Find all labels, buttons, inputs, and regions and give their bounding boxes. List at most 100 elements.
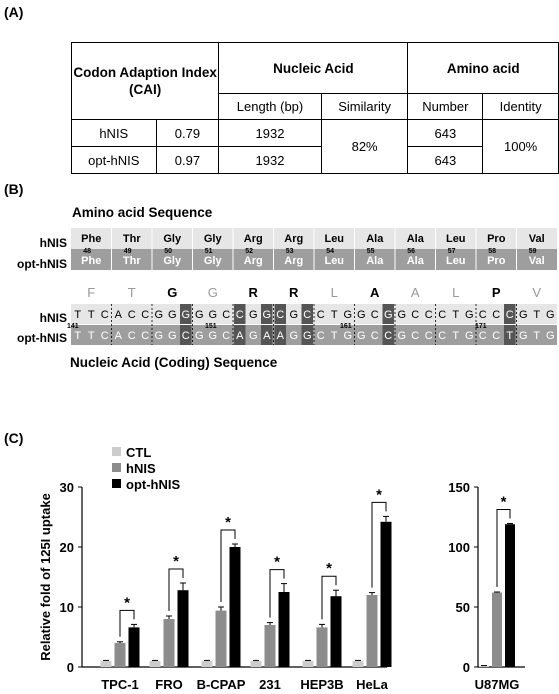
nt-base-opt: G: [208, 330, 217, 342]
sequence-alignment: Phe48PheFThr49ThrTGly50GlyGGly51GlyGArg5…: [67, 228, 557, 345]
nt-base-opt: C: [425, 330, 433, 342]
category-label: FRO: [155, 677, 182, 692]
aa-position: 48: [83, 248, 91, 255]
nt-position: 141: [67, 323, 79, 330]
nt-base-hnis: G: [519, 309, 528, 321]
nt-diff-highlight-hnis: [234, 304, 246, 324]
y-tick-label: 20: [60, 540, 74, 555]
nt-base-hnis: G: [249, 309, 258, 321]
nt-base-hnis: C: [506, 309, 514, 321]
legend-swatch: [112, 447, 121, 456]
nt-base-hnis: T: [331, 309, 338, 321]
significance-star: *: [326, 560, 332, 577]
nucleic-seq-title: Nucleic Acid (Coding) Sequence: [70, 355, 278, 370]
legend-label: CTL: [126, 445, 151, 460]
row-length-hnis: 1932: [218, 119, 322, 147]
nt-base-opt: T: [533, 330, 540, 342]
y-axis-label: Relative fold of 125I uptake: [38, 493, 53, 661]
nt-diff-highlight-hnis: [261, 304, 273, 324]
nt-diff-highlight-opt: [382, 325, 394, 345]
bar-hnis: [316, 627, 328, 667]
nt-base-opt: G: [397, 330, 406, 342]
nt-base-opt: A: [277, 330, 285, 342]
nt-base-hnis: G: [262, 309, 271, 321]
header-amino: Amino acid: [407, 42, 559, 94]
nt-base-opt: C: [371, 330, 379, 342]
aa-residue-hnis: Arg: [284, 233, 303, 245]
nt-base-opt: T: [88, 330, 95, 342]
nt-base-hnis: C: [236, 309, 244, 321]
nt-base-opt: G: [546, 330, 555, 342]
cai-table: Codon Adaption Index (CAI) Nucleic Acid …: [70, 42, 559, 174]
aa-residue-hnis: Ala: [407, 233, 425, 245]
significance-bracket: [269, 569, 285, 618]
significance-star: *: [501, 493, 507, 510]
nt-base-opt: G: [289, 330, 298, 342]
significance-bracket: [321, 575, 337, 620]
nt-base-opt: T: [506, 330, 513, 342]
bar-hnis: [114, 643, 126, 667]
nt-base-opt: G: [357, 330, 366, 342]
nt-base-opt: G: [168, 330, 177, 342]
aa-position: 58: [488, 248, 496, 255]
aa-position: 49: [124, 248, 132, 255]
significance-bracket: [496, 508, 511, 587]
y-tick-label: 30: [60, 480, 74, 495]
header-cai: Codon Adaption Index (CAI): [70, 42, 220, 120]
aa-residue-hnis: Phe: [81, 233, 101, 245]
bar-ctl: [302, 661, 314, 667]
nt-position: 151: [205, 323, 217, 330]
aa-position: 50: [164, 248, 172, 255]
category-label: HEP3B: [300, 677, 343, 692]
aa-residue-hnis: Arg: [244, 233, 263, 245]
nt-base-opt: C: [101, 330, 109, 342]
bar-ctl: [100, 661, 112, 667]
aa-residue-hnis: Val: [529, 233, 545, 245]
significance-star: *: [225, 514, 231, 531]
aa-letter: T: [128, 285, 136, 300]
nt-base-opt: C: [438, 330, 446, 342]
nt-base-opt: A: [263, 330, 271, 342]
bar-opt: [278, 592, 290, 667]
aa-residue-hnis: Pro: [487, 233, 506, 245]
nt-base-hnis: C: [128, 309, 136, 321]
nt-base-opt: A: [236, 330, 244, 342]
aa-position: 59: [529, 248, 537, 255]
aa-residue-opt: Val: [529, 255, 545, 267]
aa-letter: R: [249, 285, 259, 300]
nt-base-hnis: T: [74, 309, 81, 321]
bar-ctl: [352, 661, 364, 667]
aa-residue-opt: Thr: [123, 255, 141, 267]
category-label: U87MG: [475, 677, 520, 692]
aa-residue-opt: Arg: [284, 255, 303, 267]
category-label: B-CPAP: [197, 677, 246, 692]
row-length-opt: 1932: [218, 146, 322, 174]
row-name-hnis: hNIS: [71, 119, 157, 147]
aa-residue-opt: Gly: [163, 255, 182, 267]
significance-star: *: [124, 594, 130, 611]
row-cai-hnis: 0.79: [155, 119, 220, 147]
nt-base-opt: T: [74, 330, 81, 342]
bar-hnis: [163, 619, 175, 667]
y-tick-label: 50: [456, 600, 470, 615]
sub-identity: Identity: [482, 93, 559, 120]
nt-base-opt: T: [331, 330, 338, 342]
category-label: TPC-1: [101, 677, 139, 692]
aa-residue-hnis: Gly: [204, 233, 223, 245]
similarity-value: 82%: [320, 119, 409, 174]
nt-base-hnis: G: [195, 309, 204, 321]
nt-base-hnis: G: [546, 309, 555, 321]
aa-residue-opt: Arg: [244, 255, 263, 267]
nt-base-opt: A: [115, 330, 123, 342]
nt-diff-highlight-hnis: [180, 304, 192, 324]
nt-row-label-opt: opt-hNIS: [17, 331, 67, 345]
nt-diff-highlight-opt: [234, 325, 246, 345]
nt-base-hnis: C: [438, 309, 446, 321]
aa-residue-opt: Ala: [407, 255, 425, 267]
row-number-opt: 643: [407, 146, 484, 174]
aa-row-label-opt: opt-hNIS: [17, 257, 67, 271]
bar-ctl: [479, 665, 489, 667]
bar-hnis: [366, 595, 378, 667]
y-tick-label: 0: [463, 660, 470, 675]
sub-similarity: Similarity: [320, 93, 409, 120]
